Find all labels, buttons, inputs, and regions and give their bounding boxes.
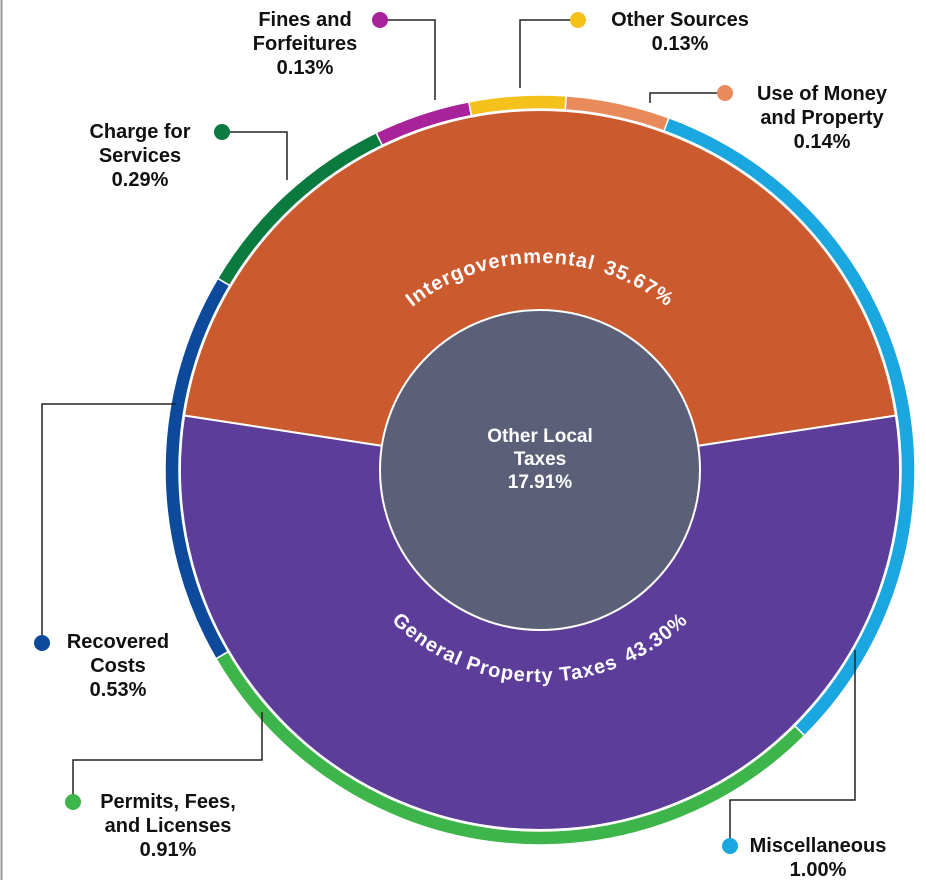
center-circle — [379, 309, 701, 631]
center-label: Other Local Taxes 17.91% — [475, 425, 605, 494]
category-label: Other Sources 0.13% — [595, 8, 765, 56]
category-label: Permits, Fees, and Licenses 0.91% — [86, 790, 251, 862]
leader-line — [649, 92, 725, 103]
category-label: Fines and Forfeitures 0.13% — [240, 8, 370, 80]
category-value: 1.00% — [789, 859, 847, 880]
leader-line — [41, 403, 176, 643]
leader-line — [72, 712, 263, 802]
category-value: 0.29% — [111, 169, 169, 191]
category-name: Miscellaneous — [749, 835, 887, 857]
category-name: Recovered Costs — [66, 631, 170, 677]
category-value: 0.53% — [89, 679, 147, 701]
category-label: Miscellaneous 1.00% — [728, 834, 908, 880]
category-name: Fines and Forfeitures — [252, 9, 358, 55]
category-name: Use of Money and Property — [756, 83, 888, 129]
category-label: Use of Money and Property 0.14% — [737, 82, 907, 154]
category-name: Permits, Fees, and Licenses — [100, 791, 236, 837]
leader-dot — [570, 12, 586, 28]
category-name: Other Sources — [611, 9, 749, 31]
leader-dot — [214, 124, 230, 140]
leader-line — [729, 650, 856, 846]
leader-line — [222, 131, 288, 180]
category-label: Charge for Services 0.29% — [78, 120, 203, 192]
inner-slice — [182, 109, 898, 472]
leader-line — [380, 19, 436, 100]
center-name: Other Local Taxes — [487, 426, 593, 470]
category-name: Charge for Services — [89, 121, 191, 167]
category-value: 0.13% — [651, 33, 709, 55]
leader-dot — [65, 794, 81, 810]
leader-dot — [722, 838, 738, 854]
category-value: 0.13% — [276, 57, 334, 79]
category-label: Recovered Costs 0.53% — [58, 630, 178, 702]
leader-line — [519, 19, 578, 88]
ring-segment — [467, 94, 567, 117]
leader-dot — [34, 635, 50, 651]
category-value: 0.14% — [793, 131, 851, 153]
leader-dot — [372, 12, 388, 28]
category-value: 0.91% — [139, 839, 197, 861]
center-value: 17.91% — [507, 472, 573, 493]
leader-dot — [717, 85, 733, 101]
